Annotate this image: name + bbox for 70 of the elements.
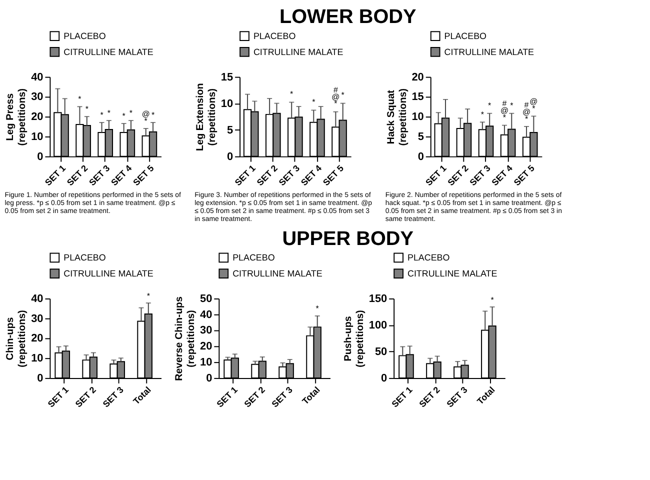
y-tick-label: 10 bbox=[412, 111, 424, 124]
y-tick-label: 30 bbox=[31, 91, 44, 104]
y-tick-label: 10 bbox=[220, 98, 234, 110]
annotation: * bbox=[100, 110, 104, 120]
y-axis-title: Leg Press (repetitions) bbox=[5, 88, 28, 146]
y-tick-label: 15 bbox=[412, 91, 424, 104]
annotation: * bbox=[312, 98, 316, 107]
legend-label: CITRULLINE MALATE bbox=[407, 268, 498, 279]
text: UPPER BODY bbox=[282, 228, 414, 250]
y-tick-label: 5 bbox=[226, 124, 234, 136]
y-tick-label: 40 bbox=[200, 308, 212, 321]
y-axis-title: Hack Squat (repetitions) bbox=[386, 88, 409, 146]
annotation: * bbox=[151, 110, 155, 120]
y-axis-title: Chin-ups (repetitions) bbox=[5, 310, 28, 368]
y-tick-label: 50 bbox=[374, 346, 388, 358]
legend-label: CITRULLINE MALATE bbox=[444, 46, 534, 57]
legend-label: CITRULLINE MALATE bbox=[253, 46, 344, 57]
text: LOWER BODY bbox=[279, 6, 416, 28]
legend-label: PLACEBO bbox=[444, 31, 487, 42]
y-tick-label: 10 bbox=[31, 130, 44, 143]
y-tick-label: 100 bbox=[368, 319, 388, 332]
legend-label: CITRULLINE MALATE bbox=[232, 268, 322, 279]
annotation: @ * bbox=[530, 97, 538, 113]
legend-label: CITRULLINE MALATE bbox=[64, 46, 154, 57]
legend-label: PLACEBO bbox=[64, 252, 106, 263]
annotation: * bbox=[510, 101, 514, 110]
y-tick-label: 0 bbox=[418, 150, 424, 163]
annotation: # @ * bbox=[332, 85, 340, 108]
y-axis-title: Leg Extension (repetitions) bbox=[195, 83, 218, 151]
y-tick-label: 50 bbox=[200, 292, 212, 305]
annotation: # @ * bbox=[522, 100, 531, 124]
y-tick-label: 40 bbox=[31, 71, 44, 84]
annotation: * bbox=[341, 90, 344, 100]
y-tick-label: 20 bbox=[31, 332, 44, 345]
annotation: * bbox=[129, 108, 133, 118]
legend-label: CITRULLINE MALATE bbox=[64, 268, 154, 279]
y-tick-label: 40 bbox=[31, 292, 44, 305]
legend-label: PLACEBO bbox=[64, 31, 106, 42]
annotation: * bbox=[316, 304, 319, 314]
y-tick-label: 0 bbox=[226, 150, 234, 163]
annotation: * bbox=[78, 94, 82, 104]
annotation: * bbox=[146, 291, 150, 300]
annotation: * bbox=[85, 104, 88, 114]
legend-label: PLACEBO bbox=[407, 252, 450, 263]
legend-label: PLACEBO bbox=[232, 252, 275, 263]
y-tick-label: 30 bbox=[200, 324, 212, 337]
y-tick-label: 0 bbox=[37, 150, 44, 163]
y-tick-label: 150 bbox=[368, 292, 388, 305]
y-tick-label: 5 bbox=[418, 130, 424, 143]
y-axis-title: Reverse Chin-ups (repetitions) bbox=[174, 296, 198, 381]
y-tick-label: 20 bbox=[200, 340, 212, 353]
legend-label: PLACEBO bbox=[253, 31, 296, 42]
y-tick-label: 0 bbox=[37, 372, 44, 384]
annotation: * bbox=[490, 295, 494, 304]
annotation: * bbox=[122, 112, 126, 121]
y-tick-label: 0 bbox=[381, 372, 388, 384]
y-tick-label: 10 bbox=[31, 352, 44, 365]
y-tick-label: 10 bbox=[200, 356, 212, 369]
y-tick-label: 15 bbox=[220, 71, 234, 84]
annotation: * bbox=[480, 110, 484, 119]
annotation: * bbox=[488, 101, 492, 110]
annotation: @ * bbox=[142, 110, 150, 126]
annotation: * bbox=[107, 108, 110, 118]
y-tick-label: 20 bbox=[31, 111, 44, 124]
y-tick-label: 0 bbox=[206, 372, 212, 384]
annotation: * bbox=[290, 90, 294, 99]
annotation: # @ * bbox=[500, 99, 508, 122]
y-tick-label: 20 bbox=[412, 71, 424, 84]
y-axis-title: Push-ups (repetitions) bbox=[342, 310, 366, 368]
y-tick-label: 30 bbox=[31, 312, 44, 325]
